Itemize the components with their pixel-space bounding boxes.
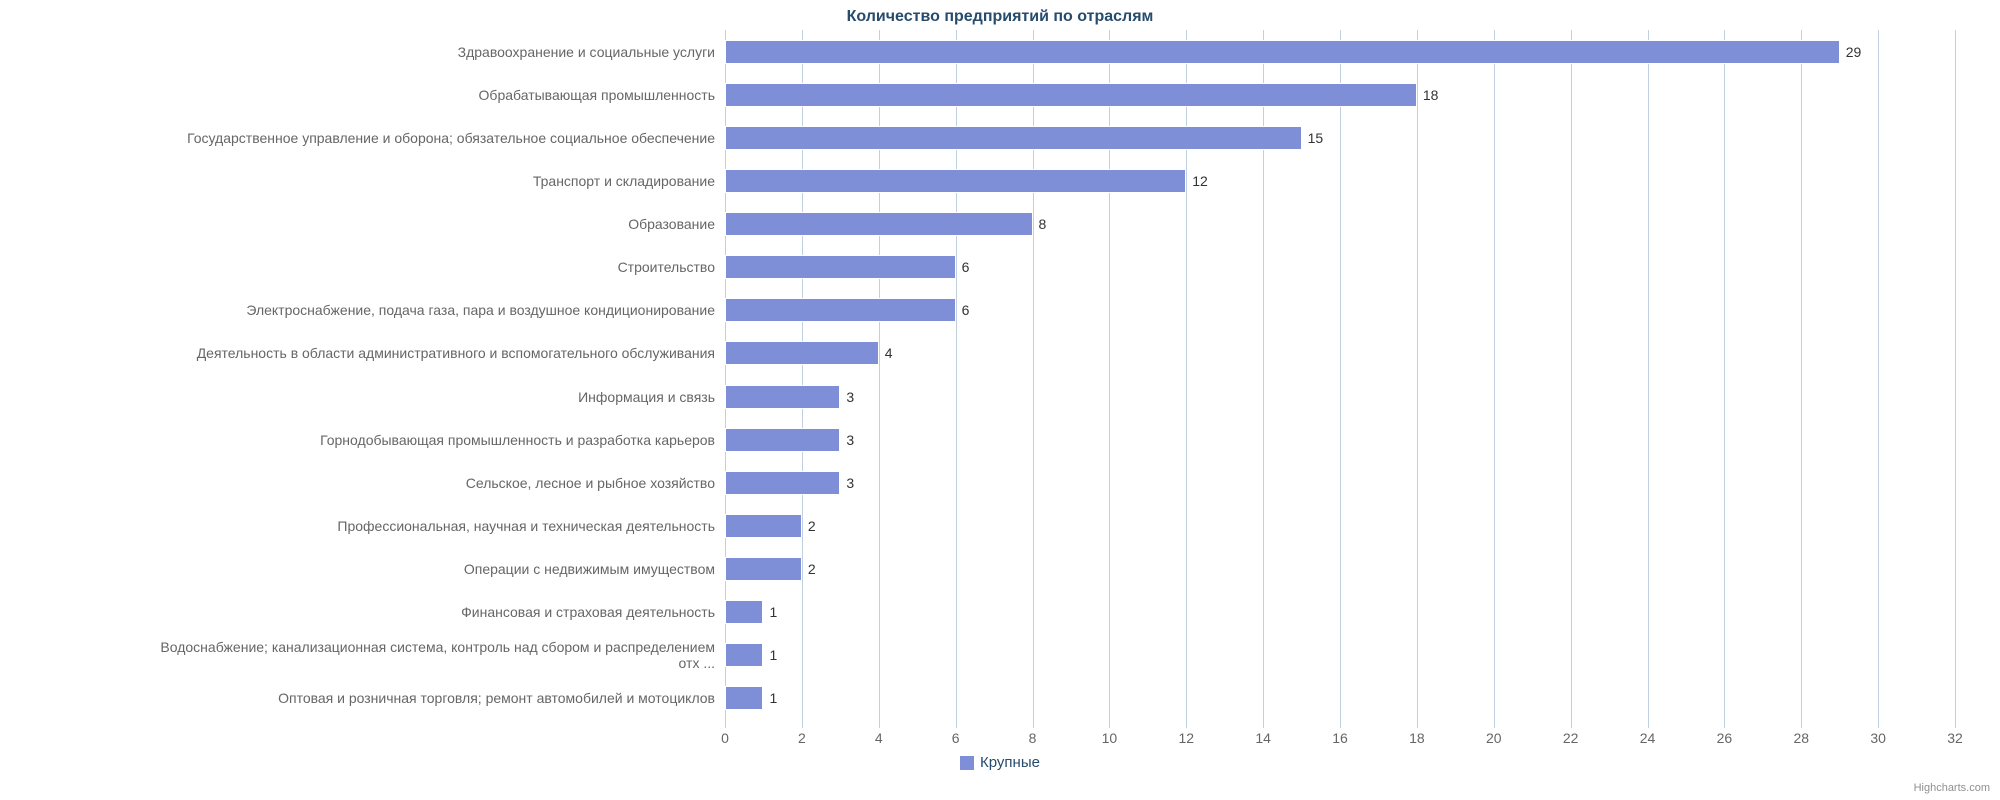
bar-value-label: 3 [846,389,854,405]
x-tick-mark [879,720,880,728]
x-tick-mark [1263,720,1264,728]
x-gridline [1801,30,1802,720]
bar-value-label: 6 [962,259,970,275]
chart-title: Количество предприятий по отраслям [0,8,2000,26]
x-gridline [1878,30,1879,720]
x-tick-mark [1340,720,1341,728]
y-category-label: Строительство [10,259,715,275]
y-category-label: Деятельность в области административного… [10,345,715,361]
bar-value-label: 8 [1039,216,1047,232]
x-tick-mark [1186,720,1187,728]
y-category-label: Сельское, лесное и рыбное хозяйство [10,475,715,491]
x-tick-label: 6 [952,730,960,746]
bar-value-label: 18 [1423,87,1439,103]
y-category-label: Обрабатывающая промышленность [10,87,715,103]
bar[interactable] [725,643,763,667]
credits-link[interactable]: Highcharts.com [1914,782,1990,794]
y-category-label: Образование [10,216,715,232]
bar[interactable] [725,600,763,624]
y-category-label: Профессиональная, научная и техническая … [10,518,715,534]
x-tick-mark [802,720,803,728]
bar-value-label: 3 [846,475,854,491]
x-tick-label: 30 [1870,730,1886,746]
x-tick-mark [1648,720,1649,728]
x-gridline [1571,30,1572,720]
x-gridline [1648,30,1649,720]
y-category-label: Горнодобывающая промышленность и разрабо… [10,432,715,448]
x-tick-mark [1494,720,1495,728]
bar[interactable] [725,557,802,581]
bar-value-label: 1 [769,647,777,663]
x-tick-label: 18 [1409,730,1425,746]
bar-value-label: 2 [808,561,816,577]
x-tick-label: 12 [1178,730,1194,746]
x-gridline [1340,30,1341,720]
x-tick-label: 26 [1717,730,1733,746]
x-tick-label: 4 [875,730,883,746]
x-tick-mark [1571,720,1572,728]
bar-value-label: 6 [962,302,970,318]
x-gridline [1724,30,1725,720]
x-gridline [1494,30,1495,720]
y-category-label: Здравоохранение и социальные услуги [10,44,715,60]
x-tick-label: 16 [1332,730,1348,746]
legend[interactable]: Крупные [0,754,2000,771]
x-tick-label: 0 [721,730,729,746]
bar[interactable] [725,255,956,279]
x-tick-label: 8 [1029,730,1037,746]
bar-value-label: 3 [846,432,854,448]
legend-swatch [960,756,974,770]
chart-container: Количество предприятий по отраслям Здрав… [0,0,2000,800]
bar[interactable] [725,514,802,538]
x-tick-label: 2 [798,730,806,746]
y-category-label: Оптовая и розничная торговля; ремонт авт… [10,690,715,706]
bar[interactable] [725,428,840,452]
bar-value-label: 29 [1846,44,1862,60]
bar[interactable] [725,126,1302,150]
y-category-label: Операции с недвижимым имуществом [10,561,715,577]
x-tick-label: 22 [1563,730,1579,746]
y-category-label: Водоснабжение; канализационная система, … [10,639,715,671]
bar-value-label: 1 [769,604,777,620]
bar[interactable] [725,385,840,409]
bar[interactable] [725,298,956,322]
bar-value-label: 15 [1308,130,1324,146]
x-tick-mark [1417,720,1418,728]
x-tick-mark [1724,720,1725,728]
bar-value-label: 1 [769,690,777,706]
x-tick-label: 20 [1486,730,1502,746]
x-tick-mark [1955,720,1956,728]
legend-label: Крупные [980,754,1040,771]
x-tick-mark [1033,720,1034,728]
bar[interactable] [725,169,1186,193]
x-tick-label: 14 [1255,730,1271,746]
x-gridline [1955,30,1956,720]
bar[interactable] [725,341,879,365]
x-tick-mark [956,720,957,728]
x-tick-mark [1878,720,1879,728]
y-category-label: Финансовая и страховая деятельность [10,604,715,620]
bar[interactable] [725,83,1417,107]
plot-area: 29 18 15 12 8 6 6 4 3 3 3 2 2 1 1 1 [725,30,1955,720]
y-category-label: Информация и связь [10,389,715,405]
y-category-label: Электроснабжение, подача газа, пара и во… [10,302,715,318]
bar[interactable] [725,686,763,710]
x-tick-mark [725,720,726,728]
bar-value-label: 12 [1192,173,1208,189]
bar[interactable] [725,212,1033,236]
x-tick-label: 28 [1793,730,1809,746]
bar-value-label: 4 [885,345,893,361]
x-tick-mark [1109,720,1110,728]
x-tick-label: 24 [1640,730,1656,746]
x-gridline [1417,30,1418,720]
y-category-label: Государственное управление и оборона; об… [10,130,715,146]
x-tick-label: 10 [1102,730,1118,746]
bar[interactable] [725,471,840,495]
bar[interactable] [725,40,1840,64]
x-tick-mark [1801,720,1802,728]
bar-value-label: 2 [808,518,816,534]
x-tick-label: 32 [1947,730,1963,746]
y-category-label: Транспорт и складирование [10,173,715,189]
